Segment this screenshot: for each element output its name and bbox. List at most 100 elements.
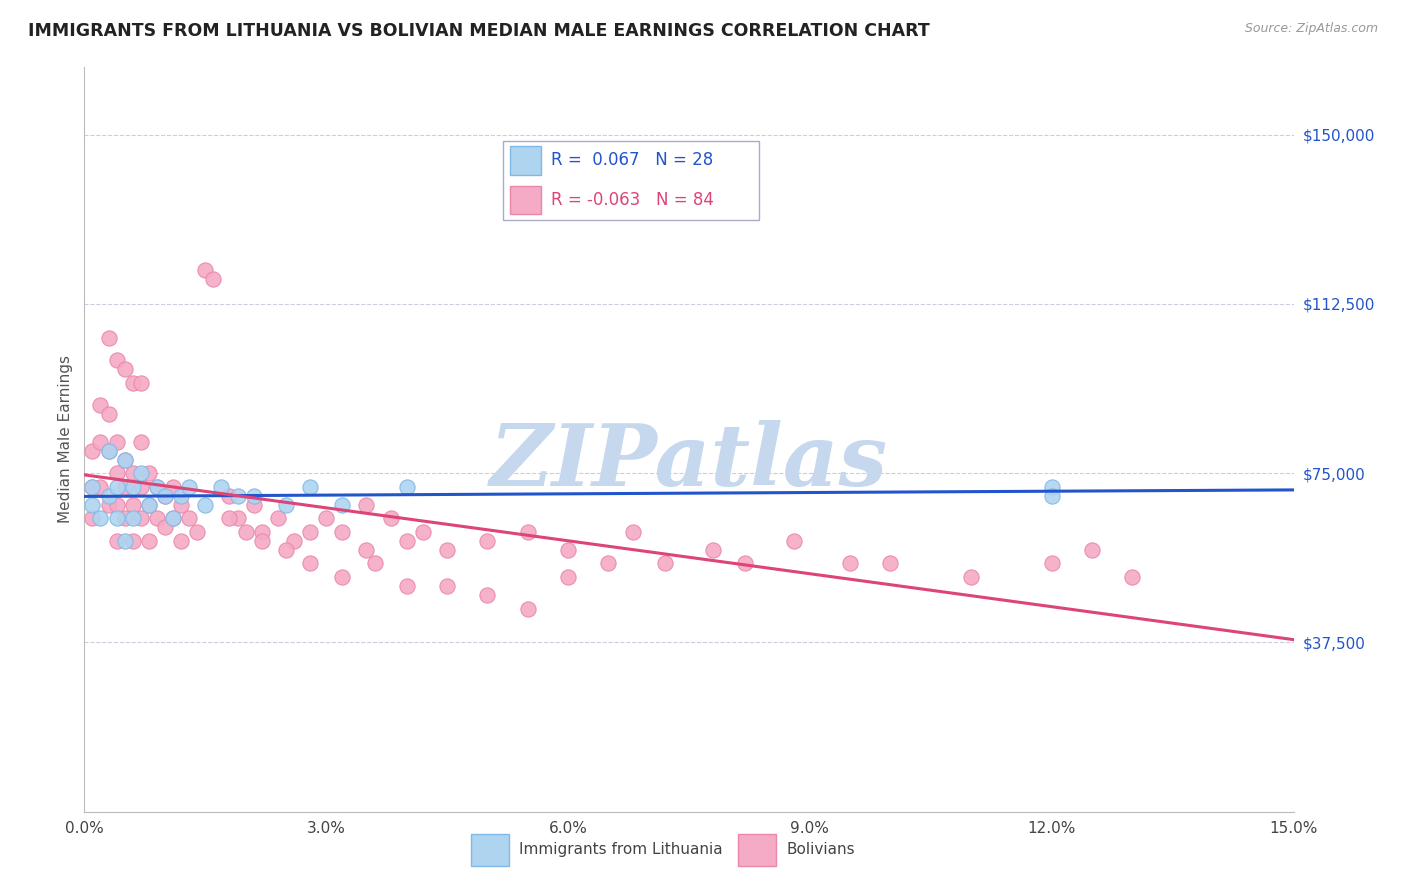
Point xyxy=(330,524,353,539)
Point xyxy=(557,542,579,557)
Point xyxy=(89,480,111,494)
Point xyxy=(97,443,120,458)
Bar xyxy=(510,186,541,214)
Point xyxy=(218,489,240,503)
Point xyxy=(477,588,499,602)
Point xyxy=(299,557,322,571)
Point xyxy=(412,524,434,539)
Point xyxy=(960,570,983,584)
Point xyxy=(516,524,538,539)
Point xyxy=(105,533,128,548)
Point xyxy=(82,480,104,494)
Point xyxy=(82,511,104,525)
Point xyxy=(516,601,538,615)
Point xyxy=(114,511,136,525)
Point xyxy=(105,466,128,480)
Point xyxy=(315,511,337,525)
Point xyxy=(436,542,458,557)
Point xyxy=(1081,542,1104,557)
Point xyxy=(274,542,297,557)
Point xyxy=(105,353,128,368)
Point xyxy=(179,480,201,494)
Point xyxy=(114,452,136,467)
Point xyxy=(356,498,378,512)
Point xyxy=(162,511,184,525)
Point xyxy=(250,533,273,548)
Text: R =  0.067   N = 28: R = 0.067 N = 28 xyxy=(551,152,714,169)
Point xyxy=(202,272,225,286)
Point xyxy=(283,533,305,548)
Point xyxy=(82,443,104,458)
Point xyxy=(879,557,901,571)
Point xyxy=(97,331,120,345)
Point xyxy=(654,557,676,571)
Point xyxy=(170,489,193,503)
Point xyxy=(114,452,136,467)
Point xyxy=(274,498,297,512)
Point xyxy=(114,480,136,494)
Point xyxy=(82,498,104,512)
Point xyxy=(129,511,152,525)
Point xyxy=(363,557,385,571)
Text: Bolivians: Bolivians xyxy=(786,842,855,857)
Point xyxy=(105,498,128,512)
Point xyxy=(121,376,143,390)
Point xyxy=(395,579,418,593)
Bar xyxy=(471,833,509,865)
Point xyxy=(734,557,756,571)
Point xyxy=(138,466,160,480)
Point xyxy=(89,511,111,525)
Bar xyxy=(738,833,776,865)
Point xyxy=(146,480,169,494)
Point xyxy=(436,579,458,593)
Point xyxy=(97,443,120,458)
Point xyxy=(89,399,111,413)
Point xyxy=(330,498,353,512)
Text: ZIPatlas: ZIPatlas xyxy=(489,420,889,503)
Point xyxy=(395,533,418,548)
Point xyxy=(477,533,499,548)
Point xyxy=(194,498,217,512)
Point xyxy=(105,511,128,525)
Point xyxy=(97,408,120,422)
Point xyxy=(89,434,111,449)
Y-axis label: Median Male Earnings: Median Male Earnings xyxy=(58,355,73,524)
Bar xyxy=(510,146,541,175)
Point xyxy=(121,480,143,494)
Point xyxy=(235,524,257,539)
Point xyxy=(557,570,579,584)
Point xyxy=(170,498,193,512)
Point xyxy=(146,480,169,494)
Point xyxy=(226,511,249,525)
Text: Immigrants from Lithuania: Immigrants from Lithuania xyxy=(519,842,723,857)
Point xyxy=(1121,570,1143,584)
Point xyxy=(97,498,120,512)
Point xyxy=(129,466,152,480)
Point xyxy=(105,434,128,449)
Point xyxy=(783,533,806,548)
Point xyxy=(395,480,418,494)
Point xyxy=(146,511,169,525)
Point xyxy=(380,511,402,525)
Point xyxy=(299,480,322,494)
Point xyxy=(129,434,152,449)
Point xyxy=(138,498,160,512)
Point xyxy=(242,489,264,503)
Point xyxy=(114,533,136,548)
Point xyxy=(621,524,644,539)
Point xyxy=(702,542,724,557)
Point xyxy=(179,511,201,525)
Point xyxy=(129,480,152,494)
Point xyxy=(1040,480,1063,494)
Point xyxy=(82,480,104,494)
Point xyxy=(330,570,353,584)
Point xyxy=(105,480,128,494)
Text: IMMIGRANTS FROM LITHUANIA VS BOLIVIAN MEDIAN MALE EARNINGS CORRELATION CHART: IMMIGRANTS FROM LITHUANIA VS BOLIVIAN ME… xyxy=(28,22,929,40)
Point xyxy=(97,489,120,503)
Point xyxy=(138,498,160,512)
Point xyxy=(356,542,378,557)
Point xyxy=(598,557,620,571)
Point xyxy=(170,533,193,548)
Point xyxy=(153,489,176,503)
Text: R = -0.063   N = 84: R = -0.063 N = 84 xyxy=(551,191,714,209)
